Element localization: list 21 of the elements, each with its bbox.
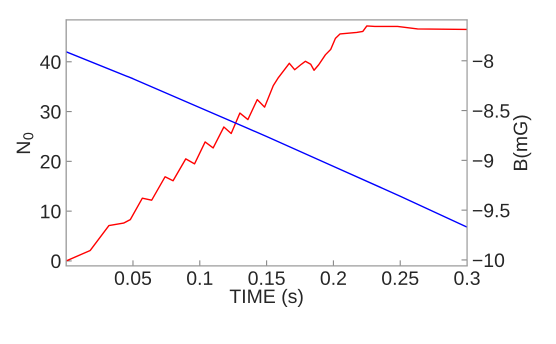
y-tick-label: 0 (51, 254, 61, 268)
x-tick-label: 0.2 (320, 271, 346, 286)
line-series (66, 51, 468, 228)
y2-axis-title: B(mG) (513, 116, 532, 170)
y2-tick-label: −9 (472, 154, 494, 168)
y-tick-label: 10 (41, 204, 61, 218)
x-tick-label: 0.3 (454, 271, 480, 286)
y2-tick-label: −9.5 (472, 204, 510, 218)
y2-tick-label: −8.5 (472, 104, 510, 118)
line-series (66, 25, 468, 262)
y2-tick-label: −8 (472, 54, 494, 68)
y-axis-title: N$_{0}$ (16, 132, 34, 154)
x-tick-label: 0.05 (114, 271, 152, 286)
y-tick-label: 30 (40, 105, 61, 119)
y2-tick-label: −10 (472, 253, 504, 268)
x-axis-title: TIME (s) (230, 288, 303, 308)
x-tick-label: 0.1 (187, 271, 212, 286)
y-tick-label: 40 (40, 55, 61, 70)
x-tick-label: 0.15 (248, 271, 285, 286)
y-tick-label: 20 (40, 154, 61, 169)
x-tick-label: 0.25 (382, 271, 418, 286)
